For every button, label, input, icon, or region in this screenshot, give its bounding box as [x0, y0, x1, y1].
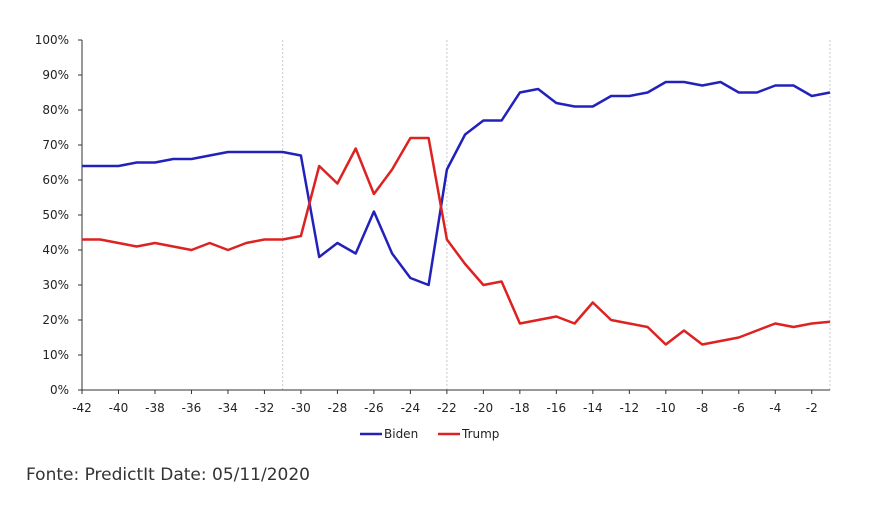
y-tick-label: 10% — [42, 348, 69, 362]
x-tick-label: -8 — [696, 401, 708, 415]
y-tick-label: 80% — [42, 103, 69, 117]
x-tick-label: -28 — [328, 401, 348, 415]
y-tick-label: 60% — [42, 173, 69, 187]
x-tick-label: -2 — [806, 401, 818, 415]
series-line-trump — [82, 136, 831, 346]
x-tick-label: -4 — [769, 401, 781, 415]
x-tick-label: -36 — [182, 401, 202, 415]
x-tick-label: -32 — [255, 401, 275, 415]
x-tick-label: -6 — [733, 401, 745, 415]
y-tick-label: 40% — [42, 243, 69, 257]
legend-label-biden: Biden — [384, 427, 418, 441]
x-tick-label: -18 — [510, 401, 530, 415]
x-tick-label: -14 — [583, 401, 603, 415]
y-tick-label: 50% — [42, 208, 69, 222]
source-note: Fonte: PredictIt Date: 05/11/2020 — [26, 465, 310, 485]
line-chart: 0% 10% 20% 30% 40% 50% 60% 70% 80% 90% 100% -42 -40 -… — [35, 33, 831, 441]
x-tick-label: -10 — [656, 401, 676, 415]
x-tick-label: -42 — [72, 401, 92, 415]
y-tick-label: 90% — [42, 68, 69, 82]
x-tick-label: -12 — [620, 401, 640, 415]
x-tick-label: -24 — [401, 401, 421, 415]
y-tick-label: 30% — [42, 278, 69, 292]
chart-svg: 0% 10% 20% 30% 40% 50% 60% 70% 80% 90% 100% -42 -40 -… — [35, 33, 831, 441]
x-tick-label: -34 — [218, 401, 238, 415]
x-tick-label: -40 — [109, 401, 129, 415]
x-tick-label: -26 — [364, 401, 384, 415]
y-tick-label: 20% — [42, 313, 69, 327]
x-tick-label: -16 — [547, 401, 567, 415]
x-tick-label: -22 — [437, 401, 457, 415]
legend-label-trump: Trump — [461, 427, 499, 441]
y-tick-label: 70% — [42, 138, 69, 152]
x-tick-label: -20 — [474, 401, 494, 415]
y-tick-label: 100% — [35, 33, 69, 47]
series-line-biden — [82, 80, 831, 287]
x-tick-label: -30 — [291, 401, 311, 415]
x-tick-label: -38 — [145, 401, 165, 415]
y-tick-label: 0% — [50, 383, 69, 397]
